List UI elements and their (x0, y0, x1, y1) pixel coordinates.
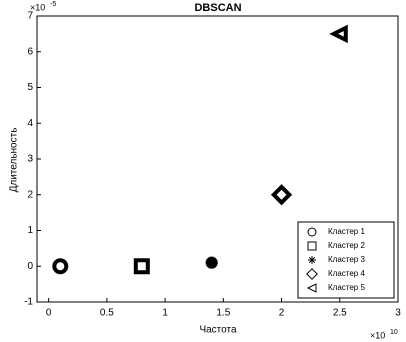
y-tick-label: 5 (27, 82, 33, 93)
x-tick-label: 0 (46, 308, 52, 319)
legend-marker (307, 227, 317, 237)
legend-label: Кластер 2 (328, 241, 365, 250)
legend-marker (306, 283, 317, 293)
x-multiplier: ×10 (370, 330, 385, 340)
marker (270, 184, 293, 206)
marker (133, 258, 150, 275)
legend-marker (306, 268, 318, 280)
y-axis-label: Длительность (9, 128, 20, 193)
legend-marker (308, 256, 316, 264)
x-axis-label: Частота (199, 325, 237, 336)
x-tick-label: 2 (279, 308, 285, 319)
legend-label: Кластер 3 (328, 255, 365, 264)
y-tick-label: 4 (27, 118, 33, 129)
legend-label: Кластер 1 (328, 227, 365, 236)
x-tick-label: 3 (395, 308, 401, 319)
x-tick-label: 1 (162, 308, 168, 319)
y-tick-label: 7 (27, 11, 33, 22)
legend-marker (307, 241, 317, 251)
x-tick-label: 0.5 (100, 308, 114, 319)
x-tick-label: 1.5 (216, 308, 230, 319)
chart-title: DBSCAN (194, 2, 241, 14)
legend-label: Кластер 4 (328, 269, 365, 278)
marker (205, 256, 218, 269)
legend-label: Кластер 5 (328, 283, 365, 292)
marker (329, 24, 348, 44)
y-tick-label: 6 (27, 46, 33, 57)
marker (52, 258, 69, 275)
y-multiplier: ×10 (30, 2, 45, 12)
y-tick-label: 1 (27, 225, 33, 236)
y-tick-label: 0 (27, 261, 33, 272)
y-tick-label: 3 (27, 154, 33, 165)
y-tick-label: -1 (24, 297, 33, 308)
x-multiplier-exponent: 10 (390, 329, 398, 336)
x-tick-label: 2.5 (333, 308, 347, 319)
y-tick-label: 2 (27, 189, 33, 200)
y-multiplier-exponent: -5 (50, 1, 56, 8)
